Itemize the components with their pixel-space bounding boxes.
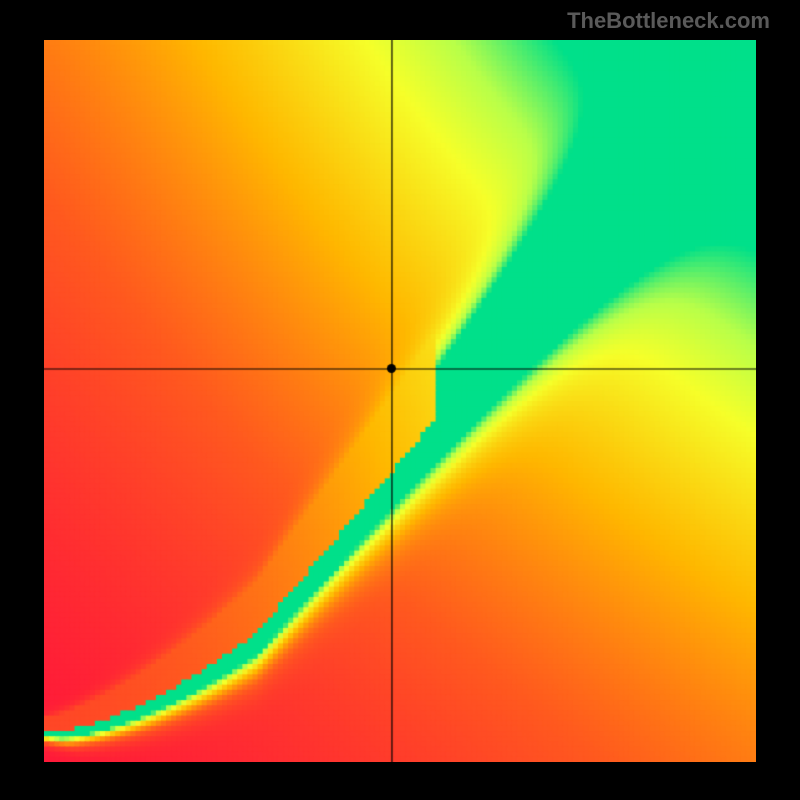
watermark-text: TheBottleneck.com [567,8,770,34]
crosshair-overlay [44,40,756,762]
chart-container: { "meta": { "watermark_text": "TheBottle… [0,0,800,800]
